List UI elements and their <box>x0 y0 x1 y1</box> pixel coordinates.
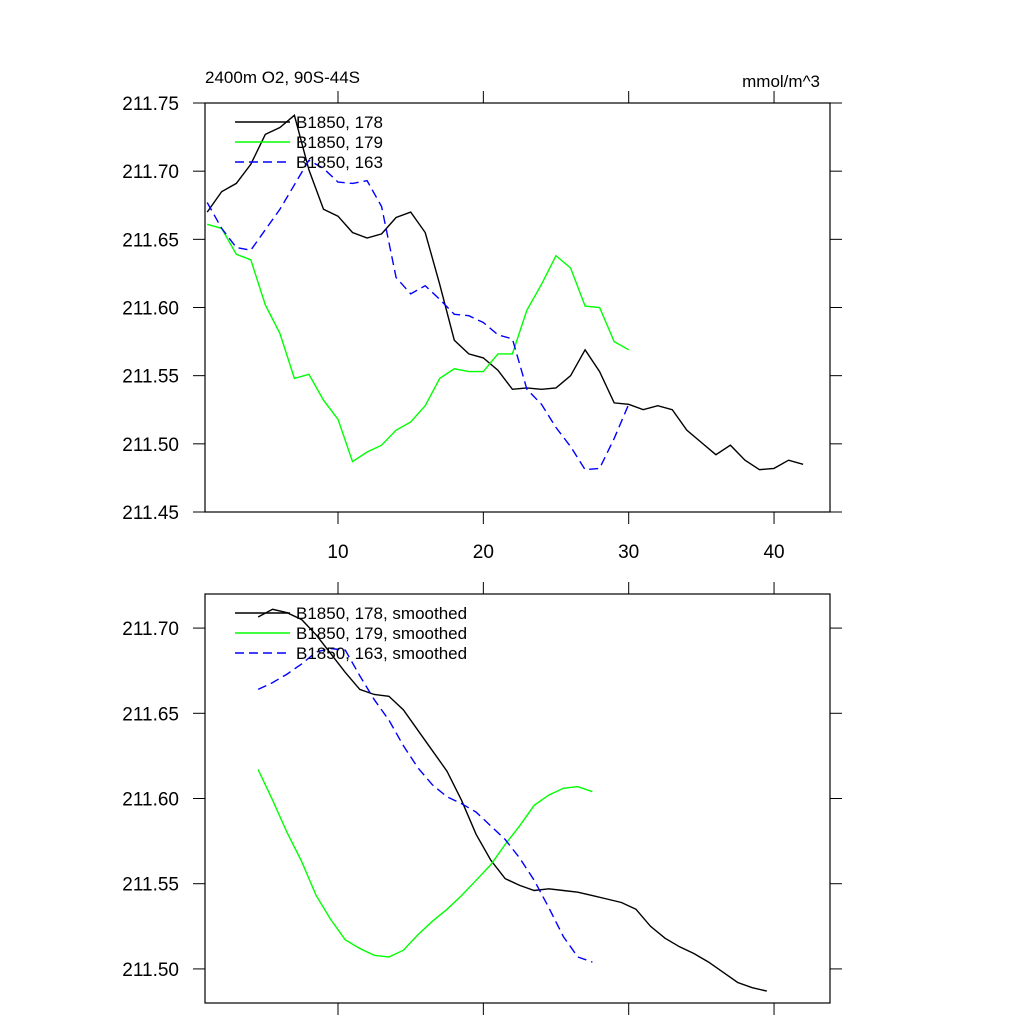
legend-label: B1850, 178 <box>296 113 383 132</box>
y-tick-label: 211.65 <box>122 704 179 725</box>
data-line <box>257 647 593 963</box>
x-tick-label: 30 <box>618 542 639 563</box>
y-tick-label: 211.75 <box>122 94 179 115</box>
legend-label: B1850, 178, smoothed <box>296 604 467 623</box>
legend-label: B1850, 179 <box>296 133 383 152</box>
chart-title: 2400m O2, 90S-44S <box>205 68 360 87</box>
data-line <box>206 159 630 471</box>
legend-label: B1850, 163, smoothed <box>296 644 467 663</box>
data-line <box>207 223 630 463</box>
data-line <box>257 608 767 992</box>
units-label: mmol/m^3 <box>742 72 820 91</box>
y-tick-label: 211.45 <box>122 503 179 524</box>
x-tick-label: 10 <box>327 542 348 563</box>
legend-label: B1850, 179, smoothed <box>296 624 467 643</box>
y-tick-label: 211.50 <box>122 960 179 981</box>
y-tick-label: 211.70 <box>122 162 179 183</box>
data-line <box>257 769 593 958</box>
y-tick-label: 211.60 <box>122 299 179 320</box>
y-tick-label: 211.70 <box>122 619 179 640</box>
y-tick-label: 211.50 <box>122 435 179 456</box>
y-tick-label: 211.60 <box>122 790 179 811</box>
x-tick-label: 40 <box>763 542 784 563</box>
x-tick-label: 20 <box>473 542 494 563</box>
legend-label: B1850, 163 <box>296 153 383 172</box>
data-line <box>206 114 804 471</box>
y-tick-label: 211.55 <box>122 875 179 896</box>
y-tick-label: 211.55 <box>122 367 179 388</box>
y-tick-label: 211.65 <box>122 230 179 251</box>
